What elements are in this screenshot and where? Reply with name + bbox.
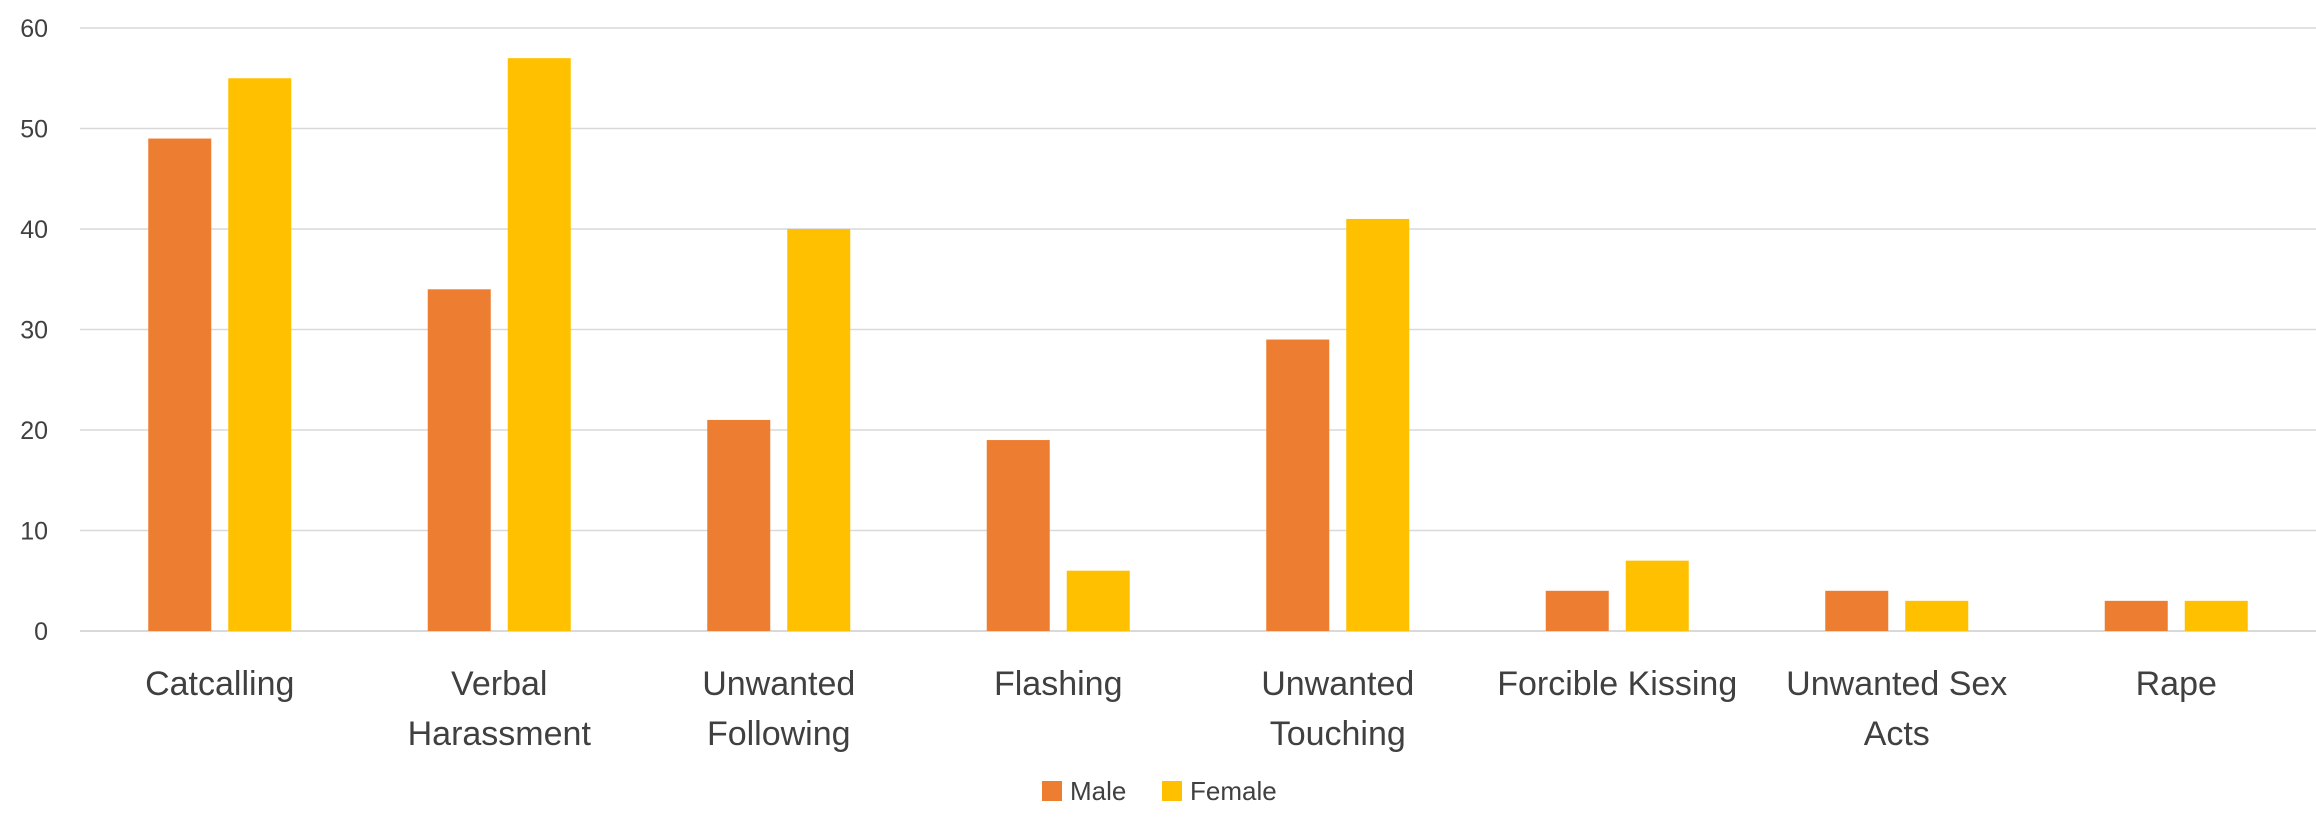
x-tick-label: Catcalling [145, 665, 294, 703]
x-tick-label: Unwanted Following [702, 665, 855, 753]
bar-male [986, 440, 1050, 631]
y-tick-label: 40 [20, 216, 48, 244]
bar-female [228, 78, 292, 631]
x-tick-label: Forcible Kissing [1497, 665, 1737, 703]
legend-label: Female [1190, 776, 1277, 806]
bar-female [507, 58, 571, 631]
bar-female [2184, 600, 2248, 631]
bar-male [1266, 339, 1330, 631]
x-tick-label: Verbal Harassment [408, 665, 592, 753]
y-tick-label: 10 [20, 518, 48, 546]
x-tick-label: Unwanted Touching [1261, 665, 1414, 753]
legend-item-male: Male [1042, 776, 1126, 806]
legend-item-female: Female [1162, 776, 1277, 806]
bar-male [148, 138, 212, 632]
y-tick-label: 20 [20, 417, 48, 445]
y-tick-label: 50 [20, 116, 48, 144]
legend-swatch [1162, 781, 1182, 801]
legend-swatch [1042, 781, 1062, 801]
x-tick-label: Unwanted Sex Acts [1786, 665, 2007, 753]
x-tick-label: Rape [2136, 665, 2217, 703]
bar-male [1545, 590, 1609, 631]
y-tick-label: 30 [20, 317, 48, 345]
y-tick-label: 60 [20, 15, 48, 43]
bar-female [787, 229, 851, 631]
bar-female [1625, 560, 1689, 631]
bar-male [427, 289, 491, 631]
bars [148, 58, 2248, 632]
bar-female [1905, 600, 1969, 631]
bar-male [1825, 590, 1889, 631]
legend-label: Male [1070, 776, 1126, 806]
bar-male [707, 419, 771, 631]
y-axis-ticks: 0 10 20 30 40 50 60 [20, 15, 48, 646]
x-axis-ticks: Catcalling Verbal Harassment Unwanted Follow… [145, 665, 2217, 753]
gridlines [80, 27, 2316, 632]
legend: Male Female [1042, 776, 1277, 806]
y-tick-label: 0 [34, 618, 48, 646]
bar-male [2104, 600, 2168, 631]
x-tick-label: Flashing [994, 665, 1123, 703]
bar-female [1346, 218, 1410, 631]
bar-female [1066, 570, 1130, 631]
